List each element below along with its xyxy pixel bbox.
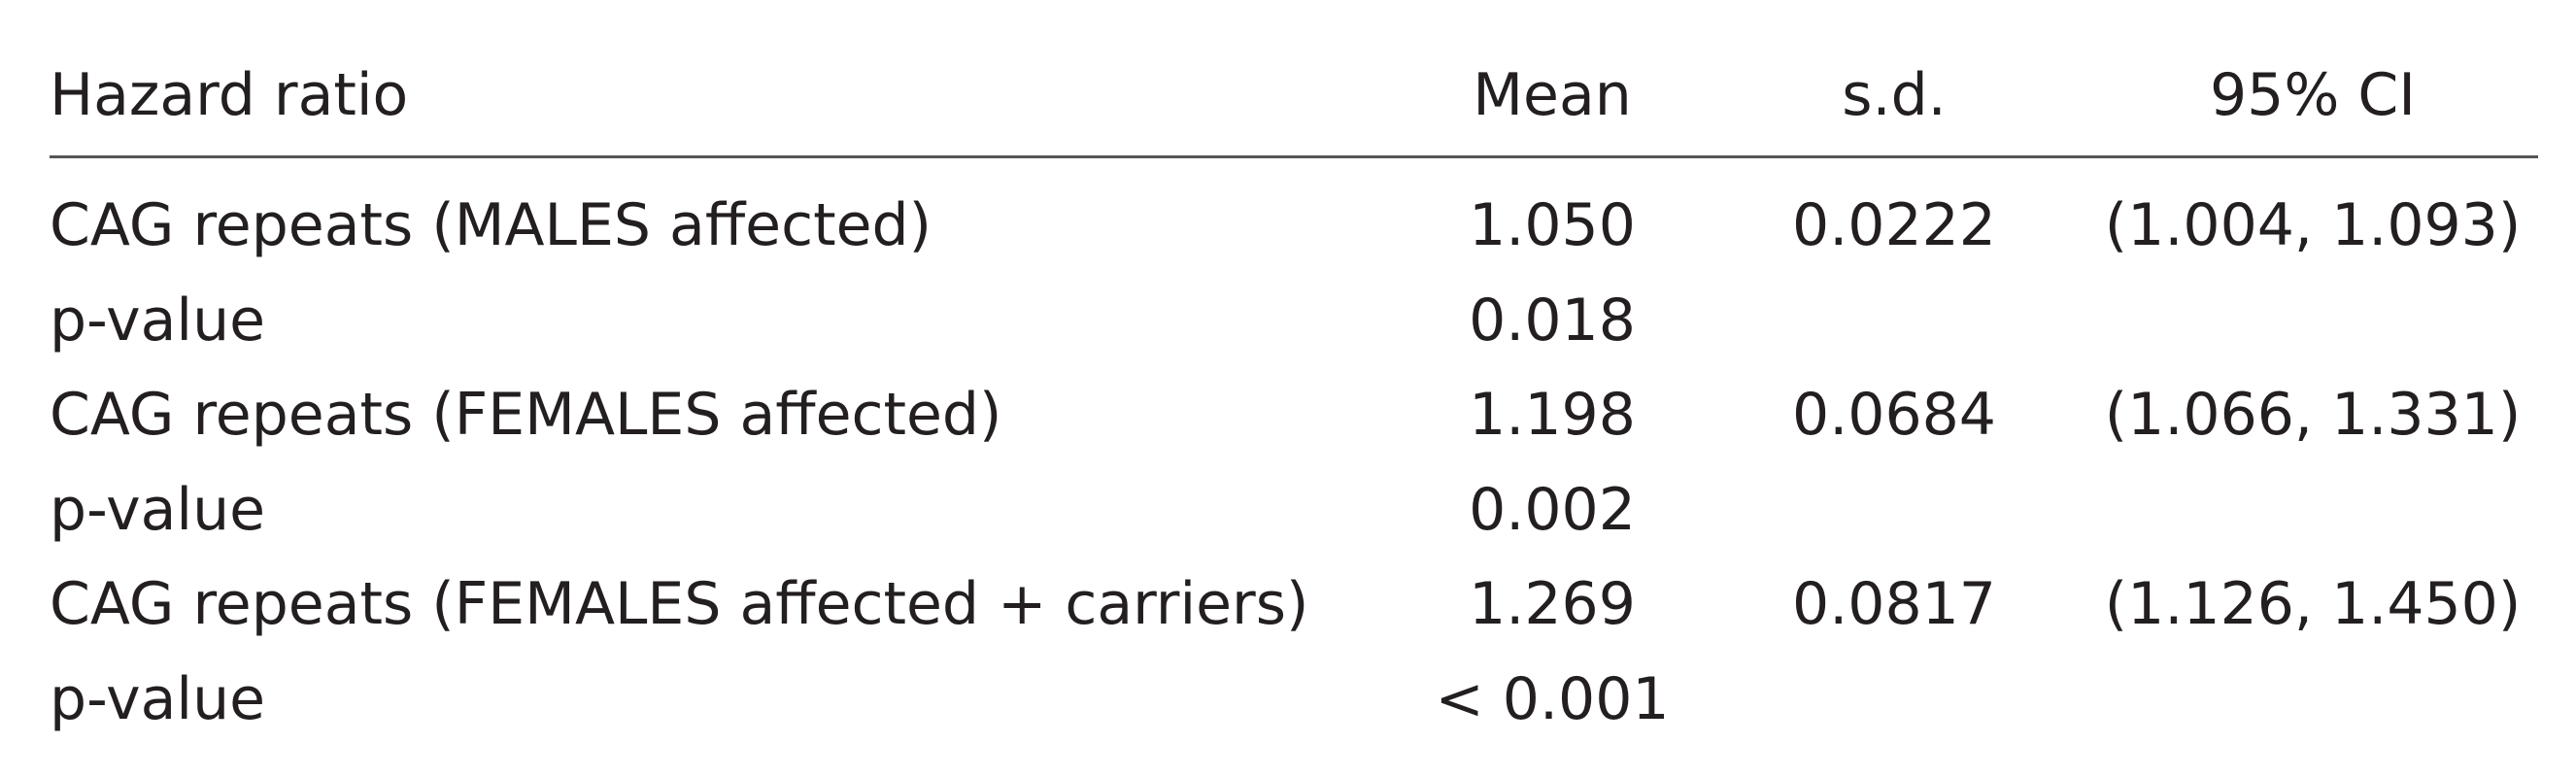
cell-mean: 1.050	[1469, 191, 1636, 259]
cell-label: CAG repeats (FEMALES affected)	[50, 381, 1002, 449]
cell-mean: 0.002	[1469, 475, 1636, 544]
cell-sd: 0.0817	[1792, 570, 1996, 638]
cell-sd: 0.0684	[1792, 381, 1996, 449]
cell-mean: 1.198	[1469, 381, 1636, 449]
cell-label: p-value	[50, 475, 266, 544]
cell-mean: < 0.001	[1435, 664, 1670, 733]
cell-label: CAG repeats (MALES affected)	[50, 191, 932, 259]
cell-sd: 0.0222	[1792, 191, 1996, 259]
cell-ci: (1.004, 1.093)	[2104, 191, 2522, 259]
header-rule	[50, 155, 2538, 158]
cell-mean: 1.269	[1469, 570, 1636, 638]
cell-mean: 0.018	[1469, 286, 1636, 355]
cell-label: p-value	[50, 286, 266, 355]
cell-label: p-value	[50, 664, 266, 733]
cell-ci: (1.066, 1.331)	[2104, 381, 2522, 449]
header-sd: s.d.	[1842, 61, 1947, 129]
cell-label: CAG repeats (FEMALES affected + carriers…	[50, 570, 1309, 638]
header-ci: 95% CI	[2209, 61, 2417, 129]
cell-ci: (1.126, 1.450)	[2104, 570, 2522, 638]
header-mean: Mean	[1473, 61, 1632, 129]
header-label: Hazard ratio	[50, 61, 409, 129]
